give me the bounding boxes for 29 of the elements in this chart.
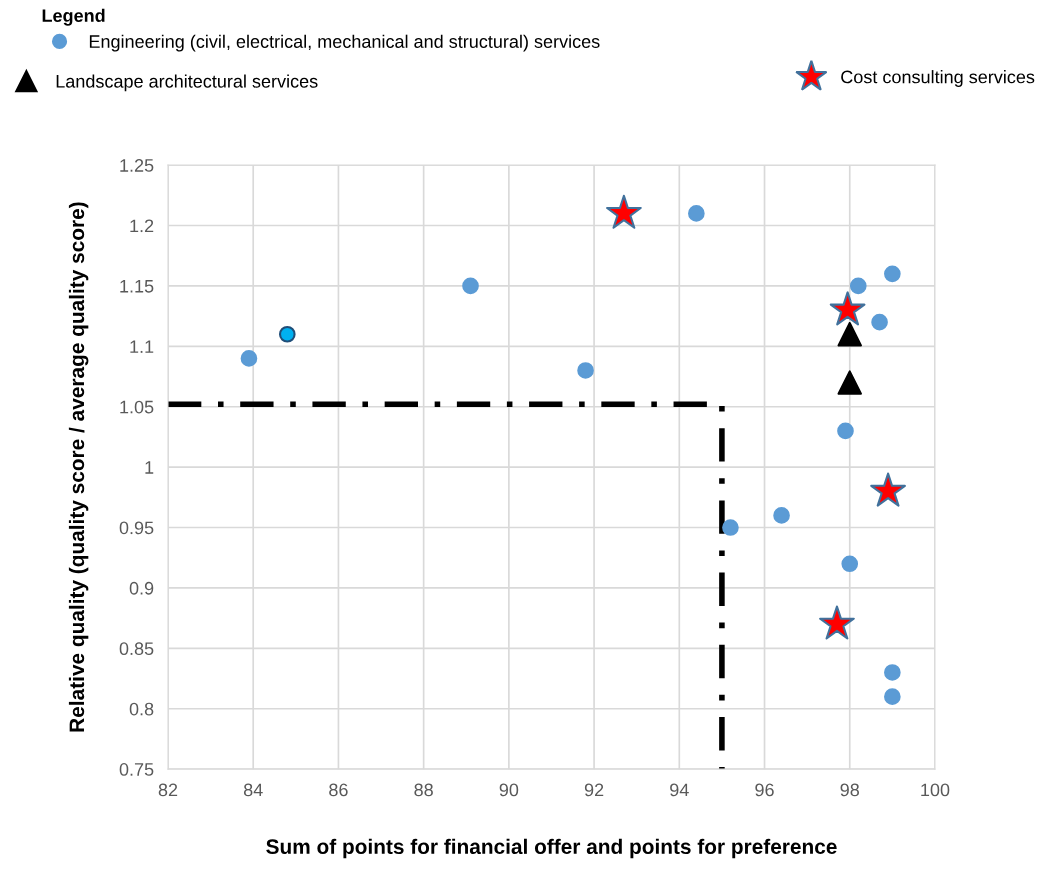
legend-label: Landscape architectural services: [56, 74, 318, 92]
y-tick-label: 0.8: [129, 702, 154, 716]
x-tick-label: 84: [243, 783, 263, 797]
legend-label: Cost consulting services: [841, 70, 1035, 87]
x-tick-label: 94: [670, 783, 689, 797]
y-tick-label: 0.9: [129, 581, 154, 595]
y-tick-label: 0.95: [119, 521, 154, 535]
legend-label: Engineering (civil, electrical, mechanical and structural) services: [89, 34, 600, 52]
y-tick-label: 1.25: [120, 159, 154, 172]
x-tick-label: 90: [499, 783, 519, 797]
y-tick-label: 0.85: [119, 642, 154, 656]
x-tick-label: 98: [840, 783, 859, 797]
x-tick-label: 82: [158, 783, 178, 797]
x-tick-label: 92: [584, 783, 604, 797]
y-tick-label: 1.2: [130, 219, 154, 233]
x-tick-label: 100: [921, 783, 950, 797]
x-tick-label: 88: [414, 783, 433, 797]
legend-title: Legend: [42, 8, 105, 26]
y-axis-title: Relative quality (quality score / average quality score): [68, 202, 89, 732]
x-axis-title: Sum of points for financial offer and points for preference: [266, 838, 837, 859]
point: [837, 322, 862, 347]
y-tick-label: 1.05: [120, 400, 154, 414]
x-tick-label: 96: [755, 783, 774, 797]
y-tick-label: 1.15: [120, 280, 154, 293]
y-tick-label: 1: [145, 461, 154, 474]
y-tick-label: 0.75: [119, 763, 154, 776]
y-tick-label: 1.1: [130, 340, 154, 353]
point: [837, 370, 862, 395]
x-tick-label: 86: [329, 783, 348, 797]
